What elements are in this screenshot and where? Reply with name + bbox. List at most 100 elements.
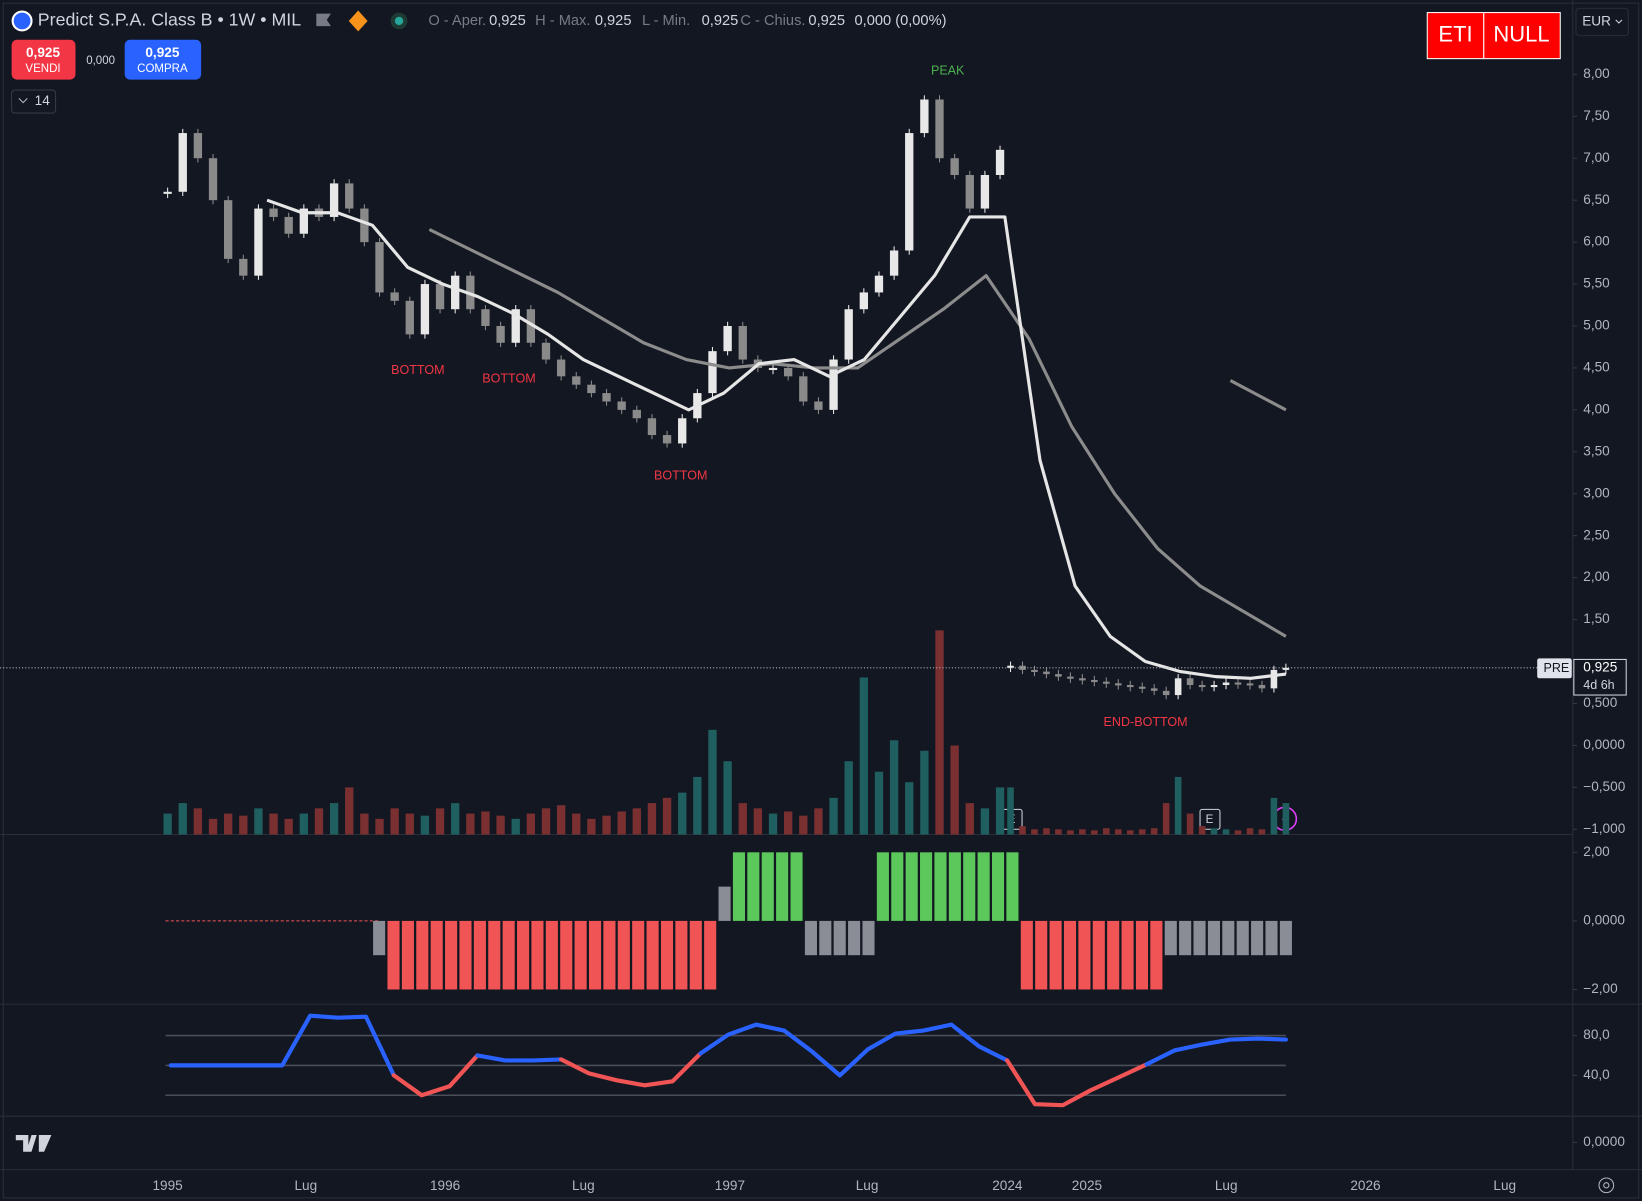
volume-bar bbox=[496, 815, 505, 835]
histogram-bar bbox=[1251, 920, 1264, 956]
tv-logo[interactable] bbox=[15, 1135, 52, 1152]
volume-bar bbox=[935, 630, 944, 835]
volume-bar bbox=[178, 803, 187, 835]
candle bbox=[783, 367, 793, 377]
histogram-bar bbox=[1006, 852, 1019, 921]
candle bbox=[1234, 682, 1242, 685]
volume-bar bbox=[405, 813, 414, 835]
volume-bar bbox=[511, 818, 520, 835]
candle bbox=[1079, 678, 1086, 681]
y-tick-label: −2,00 bbox=[1583, 981, 1618, 996]
volume-bar bbox=[208, 818, 218, 835]
histogram-bar bbox=[560, 920, 573, 990]
buy-button[interactable] bbox=[124, 39, 202, 80]
volume-bar bbox=[1007, 787, 1014, 835]
earnings-icon: E bbox=[1206, 814, 1214, 826]
histogram-bar bbox=[660, 920, 674, 990]
histogram-bar bbox=[1179, 920, 1192, 956]
candle bbox=[874, 275, 884, 293]
settings-icon[interactable] bbox=[1598, 1177, 1615, 1194]
symbol-title: Predict S.P.A. Class B • 1W • MIL bbox=[38, 10, 301, 30]
y-tick-label: 1,50 bbox=[1583, 611, 1610, 626]
histogram-bar bbox=[905, 852, 918, 921]
x-tick-label: 2025 bbox=[1072, 1178, 1102, 1193]
histogram-bar bbox=[1193, 920, 1206, 956]
volume-bar bbox=[814, 808, 823, 835]
volume-bar bbox=[1162, 803, 1170, 835]
x-tick-label: Lug bbox=[572, 1178, 595, 1193]
candle bbox=[1210, 685, 1218, 688]
ohlc-label: C - Chius. bbox=[740, 13, 805, 29]
volume-bar bbox=[360, 813, 369, 835]
volume-bar bbox=[526, 813, 536, 835]
candle bbox=[738, 325, 747, 360]
indicator-length: 14 bbox=[35, 93, 51, 108]
volume-bar bbox=[678, 792, 687, 835]
histogram-bar bbox=[948, 852, 961, 921]
last-price-label: 0,925 bbox=[1583, 659, 1617, 674]
volume-bar bbox=[889, 740, 899, 835]
volume-bar bbox=[1138, 829, 1146, 835]
candle bbox=[647, 418, 657, 436]
histogram-bar bbox=[776, 852, 789, 921]
candle bbox=[254, 208, 263, 276]
histogram-bar bbox=[574, 920, 587, 990]
buy-label: COMPRA bbox=[137, 63, 188, 75]
badge-text: NULL bbox=[1493, 21, 1549, 46]
indicator-toggle[interactable] bbox=[11, 89, 57, 114]
y-tick-label: 0,0000 bbox=[1583, 913, 1625, 928]
symbol-logo bbox=[11, 10, 33, 32]
histogram-bar bbox=[416, 920, 429, 990]
diamond-icon[interactable] bbox=[348, 10, 368, 32]
y-tick-label: 2,00 bbox=[1583, 569, 1610, 584]
y-tick-label: 8,00 bbox=[1583, 66, 1610, 81]
earnings-marker[interactable] bbox=[1199, 808, 1221, 830]
y-tick-label: 40,0 bbox=[1583, 1067, 1610, 1082]
candle bbox=[1043, 671, 1050, 675]
annotation: PEAK bbox=[931, 64, 965, 78]
candle bbox=[799, 376, 808, 402]
volume-bar bbox=[420, 815, 430, 835]
rsi-line bbox=[391, 1053, 480, 1098]
flag-icon[interactable] bbox=[316, 13, 331, 27]
histogram-bar bbox=[502, 920, 515, 990]
y-tick-label: 5,50 bbox=[1583, 276, 1610, 291]
volume-bar bbox=[1234, 830, 1242, 835]
volume-bar bbox=[390, 808, 399, 835]
volume-bar bbox=[481, 811, 490, 835]
candle bbox=[1103, 681, 1110, 684]
x-tick-label: 2024 bbox=[992, 1178, 1023, 1193]
candle bbox=[572, 376, 581, 385]
volume-bar bbox=[980, 808, 990, 835]
histogram-bar bbox=[977, 852, 990, 921]
histogram-bar bbox=[488, 920, 501, 990]
histogram-bar bbox=[819, 920, 832, 956]
volume-bar bbox=[753, 808, 763, 835]
histogram-bar bbox=[1107, 920, 1120, 990]
candle bbox=[299, 208, 309, 234]
histogram-bar bbox=[1265, 920, 1278, 956]
volume-bar bbox=[844, 761, 853, 835]
rsi-line bbox=[558, 1051, 703, 1088]
volume-bar bbox=[239, 815, 248, 835]
y-tick-label: 4,50 bbox=[1583, 360, 1610, 375]
candle bbox=[208, 158, 218, 201]
candle bbox=[1138, 686, 1146, 689]
histogram-bar bbox=[1049, 920, 1062, 990]
currency-button[interactable] bbox=[1575, 7, 1629, 37]
moving-average bbox=[1229, 379, 1287, 412]
candle bbox=[435, 284, 445, 310]
badge-text: ETI bbox=[1438, 21, 1472, 46]
histogram-bar bbox=[1092, 920, 1105, 990]
volume-bar bbox=[224, 813, 233, 835]
sell-button[interactable] bbox=[11, 39, 76, 80]
countdown: 4d 6h bbox=[1583, 678, 1614, 692]
candle bbox=[678, 418, 687, 444]
candle bbox=[345, 183, 354, 209]
y-tick-label: −1,000 bbox=[1583, 821, 1625, 836]
histogram-bar bbox=[1135, 920, 1149, 990]
sell-price: 0,925 bbox=[26, 45, 60, 60]
annotation: BOTTOM bbox=[654, 469, 707, 483]
histogram-bar bbox=[1121, 920, 1134, 990]
